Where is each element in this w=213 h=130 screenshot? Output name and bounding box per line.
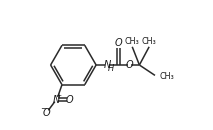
Text: CH₃: CH₃: [160, 72, 175, 81]
Text: O: O: [43, 108, 50, 118]
Text: N: N: [52, 95, 60, 105]
Text: O: O: [115, 38, 122, 48]
Text: CH₃: CH₃: [125, 37, 140, 46]
Text: N: N: [104, 60, 111, 70]
Text: O: O: [126, 60, 134, 70]
Text: H: H: [108, 64, 114, 73]
Text: +: +: [56, 93, 62, 99]
Text: −: −: [40, 105, 47, 113]
Text: O: O: [65, 95, 73, 105]
Text: CH₃: CH₃: [142, 37, 157, 46]
